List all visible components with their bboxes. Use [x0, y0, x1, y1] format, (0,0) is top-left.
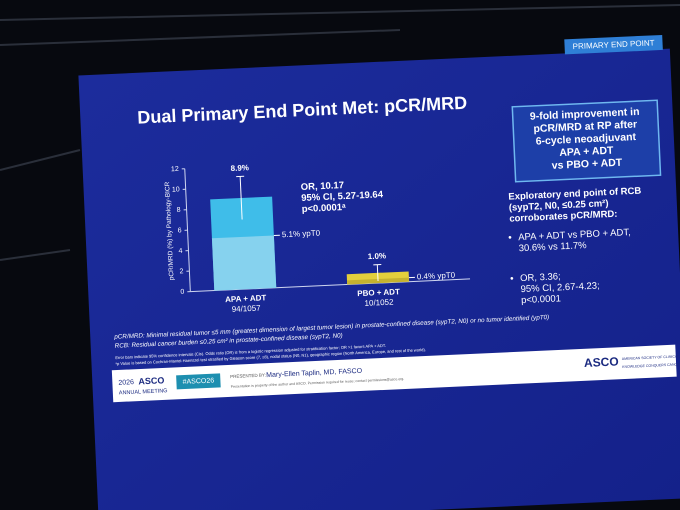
value-label: 8.9% [230, 163, 249, 173]
stats: p<0.0001ᵃ [301, 202, 346, 215]
footer-presented_by: PRESENTED BY: [230, 372, 266, 379]
tag-box [564, 34, 663, 55]
bullet-line: APA + ADT vs PBO + ADT, [518, 227, 631, 243]
slide: PRIMARY END POINT Dual Primary End Point… [78, 34, 680, 510]
rcb-heading: (sypT2, N0, ≤0.25 cm²) [509, 198, 609, 214]
footer-presenter: Mary-Ellen Taplin, MD, FASCO [266, 368, 363, 379]
footer-logo: ASCO [584, 354, 619, 370]
footer-band [111, 344, 677, 403]
callout-line: pCR/MRD at RP after [533, 118, 637, 135]
y-tick-label: 8 [177, 207, 181, 214]
y-tick-label: 10 [172, 186, 180, 193]
tag: PRIMARY END POINT [572, 38, 654, 51]
footer-hashtag: #ASCO26 [183, 377, 215, 385]
footer-logo_sub1: AMERICAN SOCIETY OF CLINICAL ONCOLOGY [622, 353, 680, 361]
callout-box [511, 99, 662, 183]
ypt0-label: 5.1% ypT0 [282, 228, 321, 239]
hashtag-box [176, 373, 221, 390]
footer-notice: Presentation is property of the author a… [231, 377, 405, 389]
svg-text:•: • [508, 233, 512, 244]
callout-line: vs PBO + ADT [551, 157, 623, 172]
bullet-line: p<0.0001 [521, 293, 561, 306]
callout-line: 9-fold improvement in [530, 106, 640, 123]
y-axis-label: pCR/MRD (%) by Pathology-BICR [164, 181, 175, 280]
bullet-line: OR, 3.36; [520, 271, 561, 284]
ypt0-label: 0.4% ypT0 [417, 271, 456, 282]
error-bar [376, 264, 379, 282]
x-tick-sublabel: 94/1057 [232, 304, 262, 314]
bullet-dots: •• [508, 233, 514, 285]
x-tick-sublabel: 10/1052 [364, 298, 394, 308]
y-tick-label: 12 [171, 166, 179, 173]
callout-line: APA + ADT [559, 145, 614, 159]
y-tick-label: 6 [178, 227, 182, 234]
x-tick-label: APA + ADT [225, 293, 267, 304]
ceiling-truss [0, 4, 680, 261]
footer-logo_sub2: KNOWLEDGE CONQUERS CANCER [622, 362, 680, 369]
svg-text:•: • [510, 274, 514, 285]
stats: OR, 10.17 [300, 180, 344, 193]
y-tick-label: 0 [180, 289, 184, 296]
y-tick-label: 2 [179, 268, 183, 275]
footer-meeting_sub: ANNUAL MEETING [119, 388, 168, 396]
footer-meeting: ASCO [138, 375, 164, 386]
rcb-heading: corroborates pCR/MRD: [509, 209, 618, 225]
error-bar [239, 176, 243, 220]
ypt0-bar [211, 235, 277, 291]
value-label: 1.0% [368, 251, 387, 261]
stats: 95% CI, 5.27-19.64 [301, 189, 384, 204]
y-tick-label: 4 [178, 248, 182, 255]
x-tick-label: PBO + ADT [357, 287, 400, 298]
footer-year: 2026 [118, 379, 134, 387]
bullet-line: 30.6% vs 11.7% [518, 240, 587, 254]
bullet-line: 95% CI, 2.67-4.23; [520, 281, 600, 296]
callout-line: 6-cycle neoadjuvant [535, 131, 636, 148]
